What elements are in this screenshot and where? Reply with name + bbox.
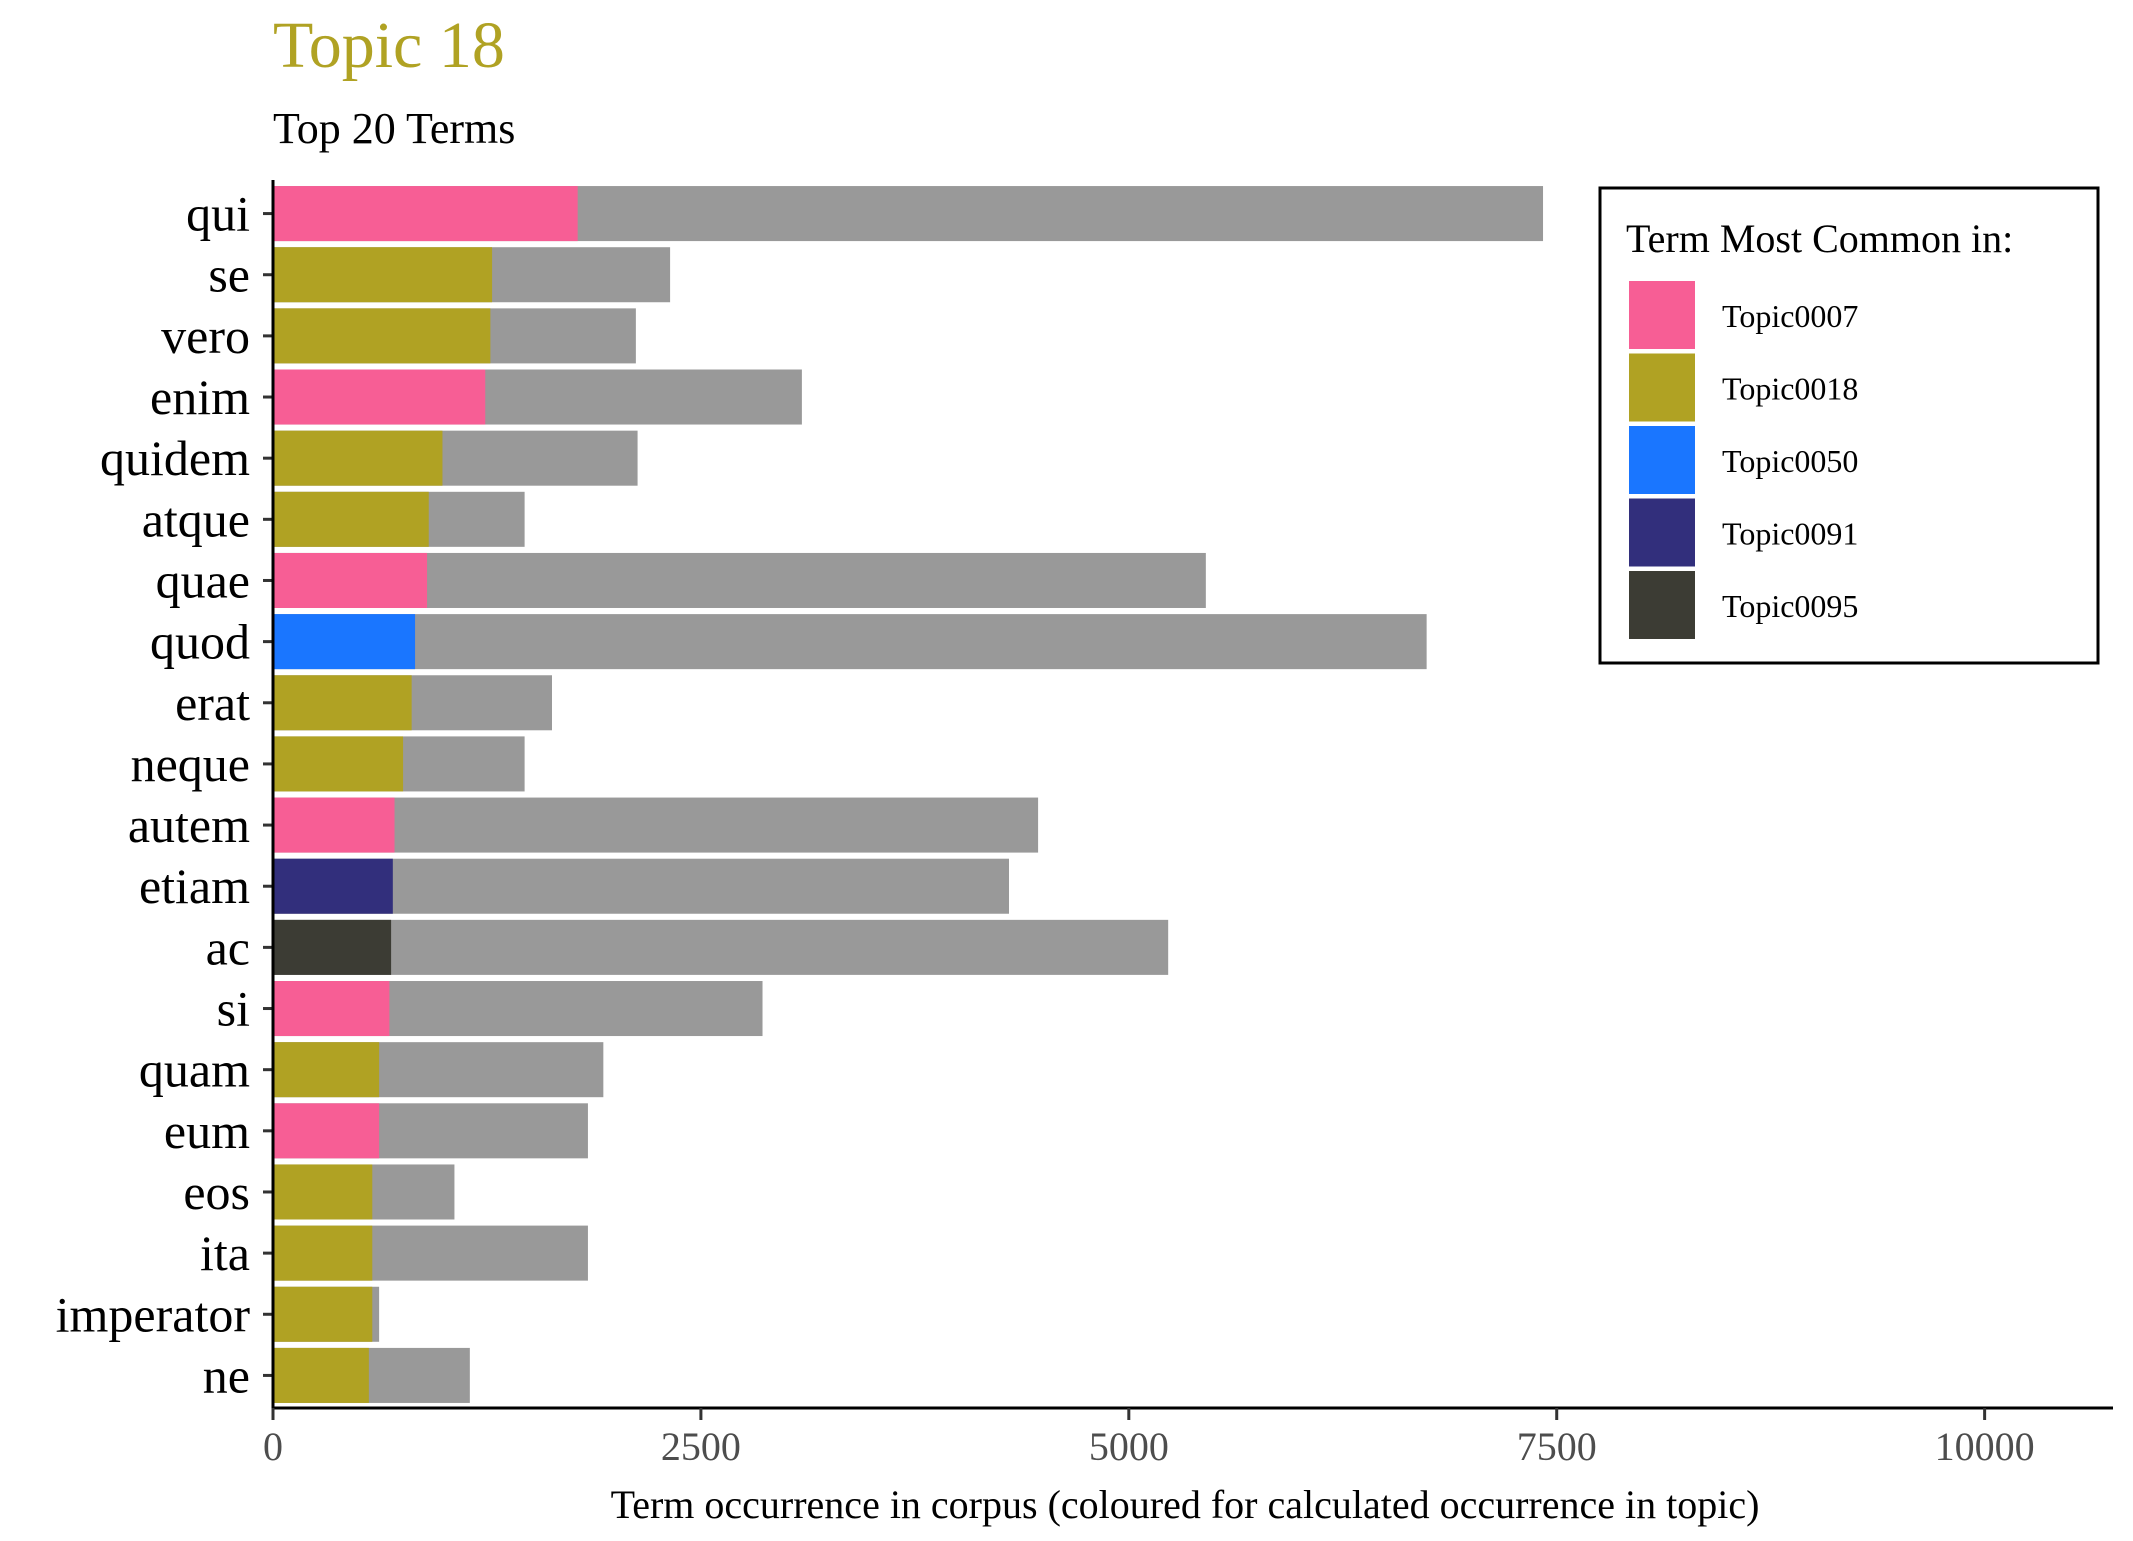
topic-bar-autem bbox=[273, 797, 395, 853]
topic-bar-se bbox=[273, 247, 493, 303]
topic-bar-quidem bbox=[273, 430, 443, 486]
topic-bar-ita bbox=[273, 1225, 373, 1281]
y-tick-label-quae: quae bbox=[156, 552, 250, 608]
topic-bar-etiam bbox=[273, 858, 393, 914]
bars bbox=[273, 186, 1544, 1403]
legend-swatch-Topic0091 bbox=[1629, 498, 1695, 567]
topic-bar-neque bbox=[273, 736, 404, 792]
legend-swatch-Topic0050 bbox=[1629, 426, 1695, 494]
chart-title: Topic 18 bbox=[273, 9, 505, 82]
legend: Term Most Common in: Topic0007Topic0018T… bbox=[1598, 186, 2100, 665]
y-tick-label-etiam: etiam bbox=[139, 858, 250, 914]
topic-bar-quam bbox=[273, 1042, 380, 1098]
topic-bar-si bbox=[273, 981, 390, 1037]
y-tick-label-vero: vero bbox=[161, 308, 250, 364]
y-axis-labels: quiseveroenimquidematquequaequoderatnequ… bbox=[56, 186, 273, 1403]
y-tick-label-autem: autem bbox=[128, 797, 250, 853]
y-tick-label-qui: qui bbox=[186, 186, 250, 242]
topic-bar-quod bbox=[273, 614, 416, 670]
topic-bar-eum bbox=[273, 1103, 380, 1159]
y-tick-label-eum: eum bbox=[164, 1103, 250, 1159]
topic-bar-eos bbox=[273, 1164, 373, 1220]
x-tick-label-7500: 7500 bbox=[1517, 1424, 1597, 1469]
chart-subtitle: Top 20 Terms bbox=[273, 104, 515, 153]
x-tick-label-2500: 2500 bbox=[661, 1424, 741, 1469]
topic-bar-qui bbox=[273, 186, 578, 242]
corpus-bar-autem bbox=[273, 797, 1039, 853]
y-tick-label-quam: quam bbox=[139, 1042, 250, 1098]
y-tick-label-enim: enim bbox=[150, 369, 250, 425]
y-tick-label-atque: atque bbox=[142, 491, 250, 547]
legend-label-Topic0091: Topic0091 bbox=[1722, 516, 1858, 552]
corpus-bar-ac bbox=[273, 919, 1169, 975]
y-tick-label-erat: erat bbox=[175, 675, 250, 731]
legend-label-Topic0050: Topic0050 bbox=[1722, 443, 1858, 479]
y-tick-label-quod: quod bbox=[150, 614, 250, 670]
x-axis-label: Term occurrence in corpus (coloured for … bbox=[611, 1482, 1760, 1527]
y-tick-label-quidem: quidem bbox=[100, 430, 250, 486]
corpus-bar-quae bbox=[273, 552, 1206, 608]
x-tick-label-5000: 5000 bbox=[1089, 1424, 1169, 1469]
corpus-bar-etiam bbox=[273, 858, 1009, 914]
y-tick-label-neque: neque bbox=[131, 736, 250, 792]
y-tick-label-se: se bbox=[208, 247, 250, 303]
y-tick-label-ac: ac bbox=[206, 919, 250, 975]
x-axis: 0 2500 5000 7500 10000 bbox=[263, 1406, 2113, 1469]
topic-bar-ne bbox=[273, 1347, 369, 1403]
topic-bar-erat bbox=[273, 675, 412, 731]
y-tick-label-si: si bbox=[217, 981, 250, 1037]
legend-label-Topic0007: Topic0007 bbox=[1722, 298, 1858, 334]
y-tick-label-eos: eos bbox=[183, 1164, 250, 1220]
legend-swatch-Topic0018 bbox=[1629, 353, 1695, 422]
legend-items: Topic0007 Topic0018 Topic0050 Topic0091 Topi… bbox=[1629, 281, 1858, 639]
topic-bar-imperator bbox=[273, 1286, 373, 1342]
x-tick-label-0: 0 bbox=[263, 1424, 283, 1469]
x-tick-label-10000: 10000 bbox=[1935, 1424, 2035, 1469]
legend-label-Topic0095: Topic0095 bbox=[1722, 588, 1858, 624]
topic-bar-quae bbox=[273, 552, 428, 608]
topic-bar-vero bbox=[273, 308, 491, 364]
legend-swatch-Topic0007 bbox=[1629, 281, 1695, 349]
corpus-bar-quod bbox=[273, 614, 1427, 670]
y-tick-label-ita: ita bbox=[200, 1225, 250, 1281]
legend-swatch-Topic0095 bbox=[1629, 571, 1695, 639]
y-tick-label-imperator: imperator bbox=[56, 1286, 251, 1342]
topic-bar-ac bbox=[273, 919, 392, 975]
legend-title: Term Most Common in: bbox=[1626, 216, 2013, 261]
topic-bar-enim bbox=[273, 369, 486, 425]
legend-label-Topic0018: Topic0018 bbox=[1722, 371, 1858, 407]
y-tick-label-ne: ne bbox=[203, 1347, 250, 1403]
topic-bar-atque bbox=[273, 491, 429, 547]
